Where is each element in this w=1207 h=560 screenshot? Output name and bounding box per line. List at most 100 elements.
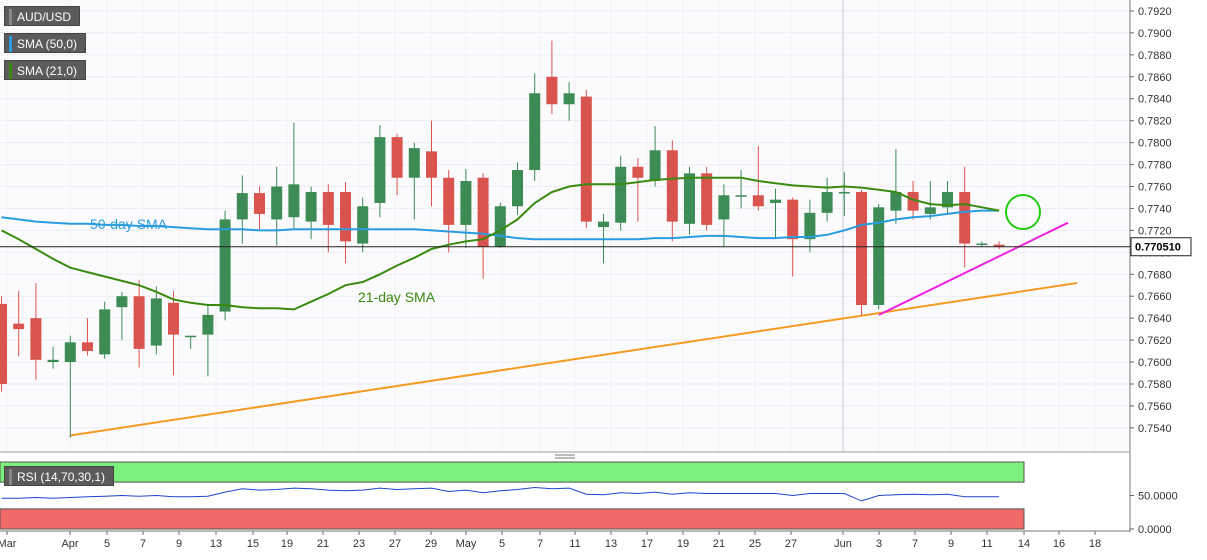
sma21-legend-label: SMA (21,0) — [17, 64, 78, 78]
candle-body — [357, 206, 369, 244]
sma50-line — [1, 209, 1000, 241]
current-price-label: 0.770510 — [1135, 242, 1181, 254]
x-tick-label: 13 — [210, 538, 222, 550]
candle-body — [322, 191, 334, 225]
candle-body — [340, 191, 351, 242]
candle — [47, 346, 59, 369]
candle — [615, 155, 627, 231]
candle-body — [168, 302, 179, 335]
candle-body — [202, 314, 214, 335]
candle — [752, 145, 764, 211]
candle — [546, 40, 558, 115]
rsi-oversold-zone — [0, 508, 1025, 530]
x-tick-label: 19 — [281, 538, 293, 550]
candle — [322, 184, 334, 253]
candle-body — [47, 359, 59, 363]
candle-body — [408, 148, 420, 178]
candle — [133, 279, 145, 368]
candle — [150, 286, 162, 355]
sma21-legend[interactable]: SMA (21,0) — [4, 60, 87, 80]
candle-body — [116, 296, 128, 308]
x-tick-label: 11 — [569, 538, 580, 550]
symbol-legend[interactable]: AUD/USD — [4, 6, 81, 26]
candle-body — [993, 244, 1005, 247]
rsi-legend-label: RSI (14,70,30,1) — [17, 470, 106, 484]
x-tick-label: 19 — [677, 538, 689, 550]
candle — [82, 318, 93, 356]
candle-body — [701, 173, 713, 225]
candle-body — [150, 298, 162, 346]
sma50-annotation: 50-day SMA — [90, 216, 168, 232]
candle-body — [666, 150, 678, 222]
plot-background — [0, 0, 1130, 452]
candle — [116, 291, 128, 341]
sma21-swatch — [9, 63, 12, 79]
candle — [993, 241, 1005, 250]
rsi-legend[interactable]: RSI (14,70,30,1) — [4, 466, 115, 486]
y-tick-label: 0.7800 — [1138, 138, 1172, 150]
candle-body — [580, 96, 592, 222]
candle-body — [873, 207, 885, 305]
candle — [168, 290, 179, 376]
candle — [185, 335, 197, 349]
candle-body — [598, 221, 609, 228]
candle — [735, 170, 747, 209]
candle — [924, 181, 936, 220]
candle — [64, 335, 76, 438]
candle — [0, 296, 7, 392]
trendline-pink — [878, 221, 1069, 316]
candle — [202, 304, 214, 377]
axes: 0.7540 0.7560 0.7580 0.7600 0.7620 0.7640 0.76… — [0, 0, 1192, 550]
rsi-y-tick-label: 50.0000 — [1138, 491, 1178, 503]
x-tick-label: 7 — [537, 538, 543, 550]
candle-body — [82, 342, 93, 352]
candle — [512, 162, 523, 216]
candle-body — [959, 191, 971, 244]
candle-body — [288, 184, 300, 218]
y-tick-label: 0.7720 — [1138, 225, 1172, 237]
candle — [219, 210, 231, 321]
candle-body — [752, 195, 764, 207]
rsi-y-tick-label: 0.0000 — [1138, 524, 1172, 536]
candle — [942, 181, 953, 216]
y-tick-label: 0.7580 — [1138, 379, 1172, 391]
candle — [271, 166, 283, 246]
rsi-panel: 50.0000 0.0000 — [0, 461, 1178, 536]
y-tick-label: 0.7560 — [1138, 401, 1172, 413]
y-tick-label: 0.7740 — [1138, 203, 1172, 215]
y-tick-label: 0.7640 — [1138, 313, 1172, 325]
candle-body — [30, 318, 42, 360]
candle-body — [426, 151, 437, 178]
x-tick-label: 5 — [499, 538, 505, 550]
y-tick-label: 0.7760 — [1138, 182, 1172, 194]
x-tick-label: May — [456, 538, 477, 550]
candle-body — [13, 323, 25, 330]
candle — [632, 157, 644, 222]
candle-body — [133, 296, 145, 349]
candle-body — [477, 177, 489, 247]
candle — [305, 186, 317, 240]
y-tick-label: 0.7780 — [1138, 160, 1172, 172]
sma50-legend[interactable]: SMA (50,0) — [4, 33, 87, 53]
candle-body — [64, 342, 76, 363]
x-tick-label: 7 — [912, 538, 918, 550]
candle — [649, 126, 661, 187]
candle-body — [735, 195, 747, 197]
candle — [873, 204, 885, 310]
x-tick-label: Apr — [61, 538, 78, 550]
candle-body — [563, 93, 575, 105]
x-tick-label: 13 — [605, 538, 617, 550]
candle-body — [856, 191, 867, 305]
x-tick-label: 3 — [876, 538, 882, 550]
candle-body — [615, 166, 627, 223]
candle — [99, 301, 111, 359]
x-tick-label: 21 — [317, 538, 329, 550]
candle — [236, 175, 248, 244]
candle — [701, 166, 713, 231]
candle-body — [185, 335, 197, 338]
candle — [443, 170, 455, 253]
moving-averages — [1, 176, 1041, 311]
symbol-label: AUD/USD — [17, 10, 72, 24]
